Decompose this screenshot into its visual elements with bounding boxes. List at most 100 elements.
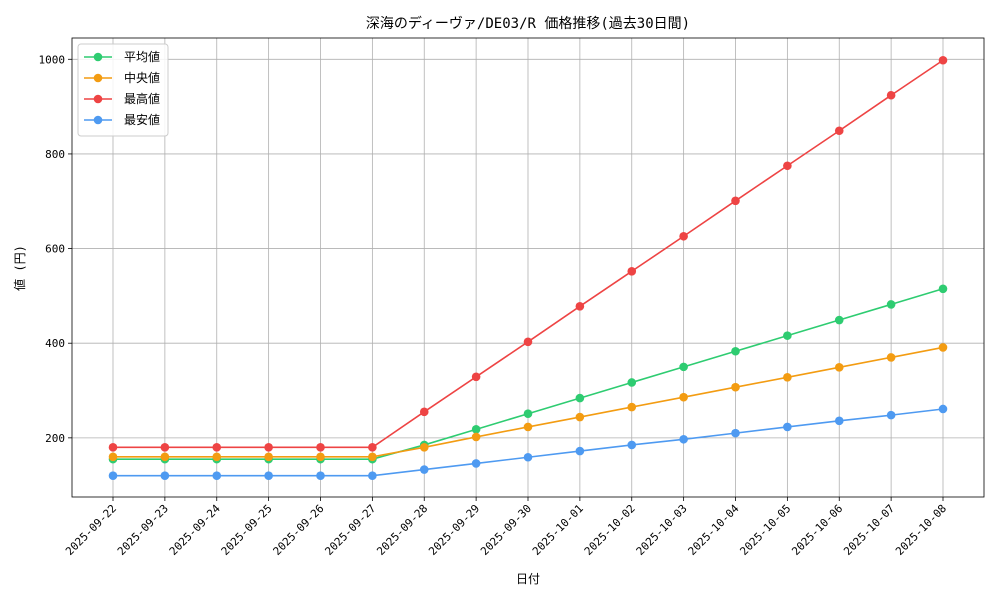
y-tick-label: 200 <box>45 432 65 445</box>
y-tick-label: 1000 <box>39 53 66 66</box>
ticks-layer: 2025-09-222025-09-232025-09-242025-09-25… <box>39 53 950 558</box>
data-point <box>523 409 533 419</box>
x-tick-label: 2025-09-29 <box>426 502 482 558</box>
legend-label: 最高値 <box>124 91 160 106</box>
grid-layer <box>72 38 984 497</box>
data-point <box>575 412 585 422</box>
x-tick-label: 2025-10-03 <box>634 502 690 558</box>
y-tick-label: 400 <box>45 337 65 350</box>
data-point <box>575 302 585 311</box>
data-point <box>575 446 585 456</box>
data-point <box>108 452 118 462</box>
data-point <box>316 443 325 452</box>
series-3 <box>108 404 948 481</box>
legend-label: 最安値 <box>124 112 160 127</box>
data-point <box>731 346 740 356</box>
data-point <box>523 422 533 432</box>
data-point <box>471 459 481 468</box>
legend-marker <box>93 73 103 83</box>
y-tick-label: 800 <box>45 148 65 161</box>
data-point <box>160 443 170 452</box>
data-point <box>834 416 844 426</box>
series-2 <box>108 55 948 452</box>
data-point <box>783 161 792 171</box>
legend-label: 中央値 <box>124 70 160 85</box>
data-point <box>679 392 688 402</box>
data-point <box>316 452 325 462</box>
data-point <box>471 425 481 434</box>
x-tick-label: 2025-10-04 <box>686 502 742 558</box>
legend-marker <box>93 94 103 104</box>
data-point <box>212 471 222 481</box>
legend-box <box>77 43 169 137</box>
data-point <box>627 402 637 412</box>
data-point <box>886 300 896 309</box>
data-point <box>108 471 118 481</box>
data-point <box>938 284 948 294</box>
y-axis-label: 値 (円) <box>12 245 27 291</box>
legend-item: 中央値 <box>84 70 160 85</box>
data-point <box>575 393 585 403</box>
data-point <box>627 378 637 387</box>
data-point <box>783 422 792 432</box>
series-layer <box>108 55 948 481</box>
data-point <box>783 372 792 382</box>
data-point <box>731 382 740 392</box>
data-point <box>834 363 844 372</box>
data-point <box>471 372 481 382</box>
legend-item: 平均値 <box>84 49 160 64</box>
data-point <box>938 55 948 65</box>
chart-title: 深海のディーヴァ/DE03/R 価格推移(過去30日間) <box>366 15 690 32</box>
legend-item: 最高値 <box>84 91 160 106</box>
series-1 <box>108 343 948 462</box>
data-point <box>419 407 429 417</box>
data-point <box>264 443 273 452</box>
x-tick-label: 2025-10-08 <box>893 502 949 558</box>
data-point <box>938 404 948 414</box>
x-tick-label: 2025-09-24 <box>167 502 223 558</box>
data-point <box>886 90 896 100</box>
data-point <box>938 343 948 352</box>
x-tick-label: 2025-09-28 <box>374 502 430 558</box>
legend-label: 平均値 <box>124 49 160 64</box>
data-point <box>523 452 533 462</box>
data-point <box>679 434 688 444</box>
data-point <box>160 452 170 462</box>
x-tick-label: 2025-10-07 <box>841 502 897 558</box>
x-tick-label: 2025-09-25 <box>219 502 275 558</box>
data-point <box>108 443 118 452</box>
y-tick-label: 600 <box>45 243 65 256</box>
data-point <box>523 337 533 347</box>
data-point <box>212 452 222 462</box>
legend-marker <box>93 52 103 62</box>
data-point <box>212 443 222 452</box>
data-point <box>783 331 792 340</box>
x-tick-label: 2025-09-23 <box>115 502 171 558</box>
data-point <box>419 443 429 452</box>
legend-item: 最安値 <box>84 112 160 127</box>
data-point <box>627 266 637 276</box>
data-point <box>368 443 377 452</box>
data-point <box>679 362 688 372</box>
x-tick-label: 2025-10-05 <box>737 502 793 558</box>
data-point <box>368 452 377 462</box>
legend-marker <box>93 115 103 125</box>
x-tick-label: 2025-09-27 <box>322 502 378 558</box>
data-point <box>316 471 325 481</box>
data-point <box>834 315 844 325</box>
data-point <box>627 440 637 450</box>
x-tick-label: 2025-10-06 <box>789 502 845 558</box>
data-point <box>264 471 273 481</box>
x-tick-label: 2025-09-26 <box>271 502 327 558</box>
x-tick-label: 2025-09-22 <box>63 502 119 558</box>
x-tick-label: 2025-10-02 <box>582 502 638 558</box>
x-tick-label: 2025-10-01 <box>530 502 586 558</box>
data-point <box>471 432 481 442</box>
data-point <box>160 471 170 481</box>
data-point <box>264 452 273 462</box>
data-point <box>834 126 844 136</box>
x-axis-label: 日付 <box>516 572 540 586</box>
data-point <box>731 196 740 206</box>
